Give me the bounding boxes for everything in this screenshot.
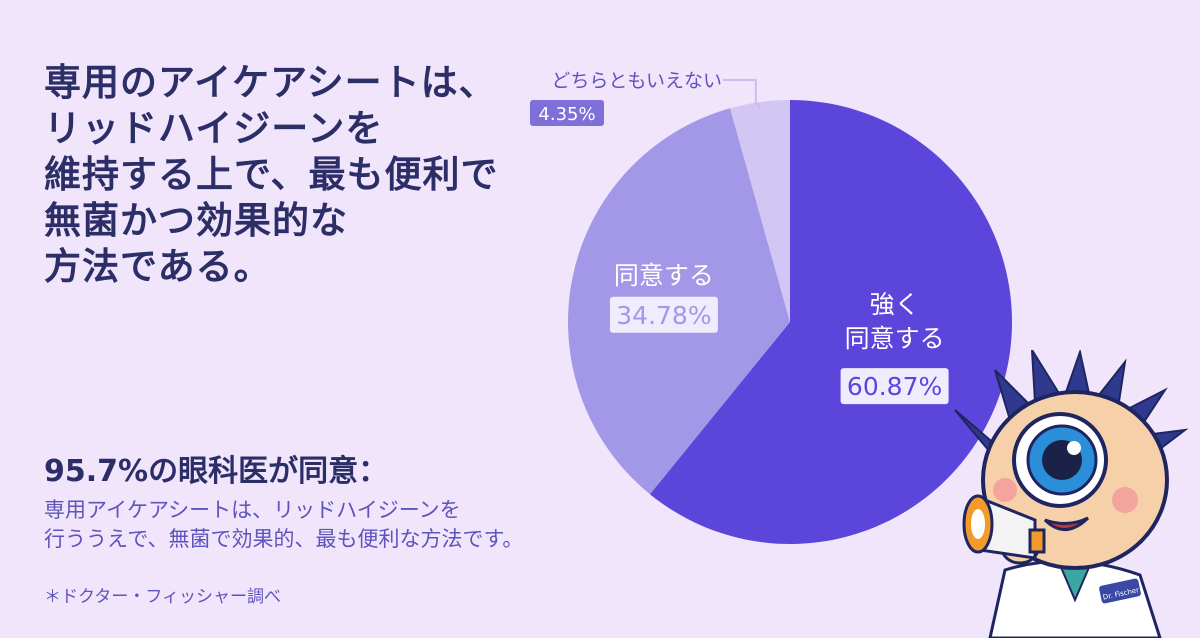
slice-label-1-0: 同意する bbox=[614, 261, 714, 290]
headline: 専用のアイケアシートは、 リッドハイジーンを 維持する上で、最も便利で 無菌かつ… bbox=[44, 61, 499, 288]
slice-label-2: どちらともいえない bbox=[551, 70, 722, 92]
mascot-illustration: Dr. Fischer bbox=[954, 350, 1189, 638]
value-badge-1 bbox=[609, 296, 718, 333]
value-badge-2 bbox=[530, 100, 604, 126]
value-badge-0 bbox=[840, 368, 949, 405]
slice-value-2: 4.35% bbox=[538, 104, 595, 125]
slice-label-0-0: 強く bbox=[870, 290, 920, 319]
slice-value-0: 60.87% bbox=[847, 372, 942, 401]
slice-value-1: 34.78% bbox=[616, 301, 711, 330]
summary-text: 専用アイケアシートは、リッドハイジーンを 行ううえで、無菌で効果的、最も便利な方… bbox=[44, 498, 524, 551]
leader-line bbox=[722, 79, 762, 111]
footnote: ＊ドクター・フィッシャー調べ bbox=[44, 587, 281, 607]
slice-label-0-1: 同意する bbox=[845, 324, 945, 353]
megaphone-icon bbox=[962, 494, 1046, 560]
pie-slice-0 bbox=[649, 100, 1013, 544]
pie-slice-2 bbox=[730, 100, 790, 322]
summary-title: 95.7%の眼科医が同意： bbox=[44, 454, 389, 489]
mascot-coat: Dr. Fischer bbox=[988, 559, 1162, 638]
